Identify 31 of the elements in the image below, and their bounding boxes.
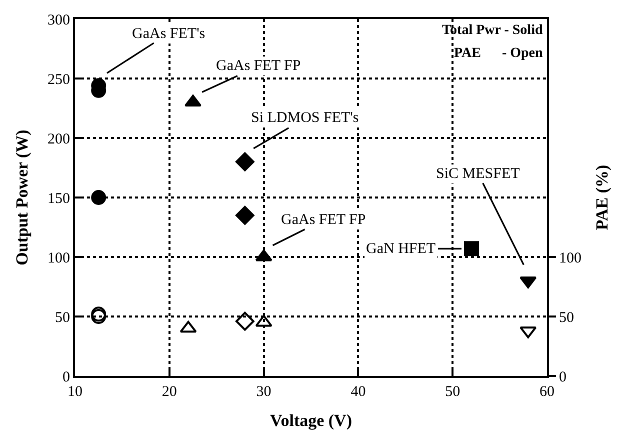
annotation: GaAs FET FP <box>216 58 301 74</box>
x-axis-title: Voltage (V) <box>270 410 352 430</box>
x-tick-label: 50 <box>445 384 460 400</box>
annotation: GaN HFET <box>366 241 436 257</box>
y-tick-label: 200 <box>48 131 70 148</box>
x-tick-label: 20 <box>162 384 177 400</box>
annotation: GaAs FET's <box>132 26 206 42</box>
y2-tick-label: 100 <box>559 250 582 266</box>
annotation: SiC MESFET <box>436 166 520 182</box>
y-axis-title: Output Power (W) <box>12 130 32 266</box>
y-tick-label: 250 <box>48 72 70 88</box>
annotation: Total Pwr - Solid <box>442 23 543 38</box>
annotation: GaAs FET FP <box>281 212 366 228</box>
y-tick-label: 50 <box>55 310 70 326</box>
annotation: PAE - Open <box>454 46 544 61</box>
y2-tick-label: 0 <box>559 369 566 386</box>
y2-tick-label: 50 <box>559 310 574 326</box>
y-tick-label: 0 <box>62 369 70 386</box>
x-tick-label: 30 <box>256 384 272 400</box>
x-tick-label: 40 <box>350 384 366 400</box>
point <box>235 152 254 172</box>
y-tick-label: 300 <box>48 12 70 28</box>
x-tick-label: 10 <box>68 384 82 400</box>
y-tick-label: 100 <box>48 250 70 266</box>
y2-axis-title: PAE (%) <box>592 164 612 230</box>
y-tick-label: 150 <box>48 190 70 207</box>
annotation: Si LDMOS FET's <box>251 110 359 126</box>
point <box>464 241 479 256</box>
point <box>235 206 254 225</box>
point <box>91 190 106 205</box>
x-tick-label: 60 <box>540 384 554 400</box>
